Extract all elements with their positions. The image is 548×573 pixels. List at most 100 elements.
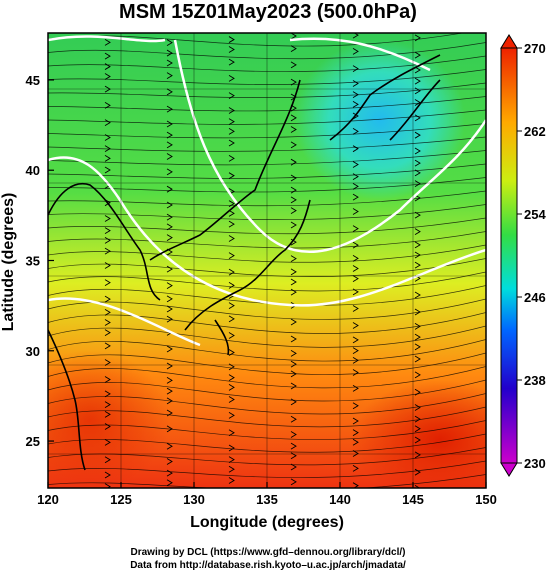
- wind-arrow: [166, 469, 173, 477]
- y-tick-label: 40: [26, 163, 40, 178]
- colorbar-min-arrow: [500, 462, 518, 477]
- wind-arrow: [414, 66, 421, 74]
- wind-arrow: [414, 34, 421, 42]
- wind-arrow: [352, 241, 359, 249]
- wind-arrow: [352, 417, 359, 425]
- wind-arrow: [166, 425, 173, 433]
- streamline: [48, 136, 486, 152]
- streamline: [48, 163, 486, 179]
- wind-arrow: [352, 145, 359, 153]
- wind-arrow: [352, 265, 359, 272]
- wind-arrow: [352, 275, 359, 283]
- wind-arrow: [104, 376, 111, 383]
- wind-arrow: [166, 295, 173, 303]
- wind-arrow: [290, 255, 297, 263]
- wind-arrow: [352, 288, 359, 296]
- wind-arrow: [414, 451, 421, 459]
- wind-arrow: [228, 456, 235, 464]
- wind-arrow: [166, 282, 173, 290]
- wind-arrow: [228, 252, 235, 259]
- wind-arrow: [414, 415, 421, 423]
- y-tick-label: 45: [26, 73, 40, 88]
- wind-arrow: [104, 154, 111, 162]
- wind-arrow: [228, 127, 235, 135]
- wind-arrow: [228, 209, 235, 217]
- warm-region: [350, 380, 486, 488]
- wind-arrow: [228, 92, 235, 100]
- wind-arrow: [104, 359, 111, 366]
- x-tick-label: 125: [110, 492, 132, 507]
- wind-arrow: [290, 114, 297, 122]
- y-tick-label: 25: [26, 434, 40, 449]
- streamline: [48, 55, 486, 72]
- wind-arrow: [290, 335, 297, 343]
- coastlines: [48, 54, 441, 471]
- streamline: [48, 460, 486, 478]
- x-axis-label: Longitude (degrees): [190, 514, 344, 531]
- wind-arrow: [352, 208, 359, 215]
- wind-arrow: [228, 268, 235, 276]
- wind-arrow: [352, 369, 359, 376]
- wind-arrow: [228, 107, 235, 114]
- wind-arrow: [352, 173, 359, 180]
- wind-arrow: [352, 80, 359, 87]
- wind-arrow: [352, 356, 359, 364]
- wind-arrow: [352, 127, 359, 135]
- wind-arrow: [352, 402, 359, 410]
- streamline: [48, 393, 486, 415]
- wind-arrow: [228, 465, 235, 473]
- wind-arrow: [104, 215, 111, 222]
- wind-arrow: [104, 483, 111, 488]
- wind-arrow: [414, 425, 421, 433]
- wind-arrow: [104, 262, 111, 269]
- wind-arrow: [104, 247, 111, 255]
- wind-arrow: [352, 254, 359, 262]
- wind-arrow: [290, 126, 297, 133]
- wind-arrow: [290, 186, 297, 194]
- wind-arrow: [352, 65, 359, 73]
- wind-arrow: [290, 158, 297, 166]
- wind-arrow: [352, 91, 359, 99]
- wind-arrow: [290, 141, 297, 149]
- wind-arrow: [228, 220, 235, 228]
- wind-arrow: [290, 278, 297, 286]
- wind-arrow: [228, 302, 235, 310]
- wind-arrow: [352, 182, 359, 190]
- y-tick-label: 30: [26, 344, 40, 359]
- wind-arrow: [290, 478, 297, 486]
- wind-arrow: [104, 101, 111, 109]
- colorbar-tick-label: 230: [524, 456, 546, 471]
- wind-arrow: [352, 193, 359, 201]
- wind-arrow: [166, 88, 173, 96]
- wind-arrow: [228, 383, 235, 391]
- wind-arrow: [414, 169, 421, 177]
- wind-arrow: [352, 100, 359, 108]
- wind-arrow: [228, 411, 235, 419]
- wind-arrow: [228, 281, 235, 289]
- wind-arrow: [290, 61, 297, 69]
- wind-arrow: [166, 376, 173, 384]
- x-tick-label: 140: [329, 492, 351, 507]
- wind-arrow: [290, 442, 297, 450]
- wind-arrow: [414, 404, 421, 411]
- wind-arrow: [228, 374, 235, 381]
- wind-arrow: [290, 207, 297, 215]
- streamline: [48, 82, 486, 98]
- wind-arrow: [352, 225, 359, 232]
- wind-arrow: [414, 484, 421, 488]
- wind-arrow: [166, 131, 173, 139]
- wind-arrow: [104, 438, 111, 446]
- wind-arrow: [352, 322, 359, 329]
- streamline: [48, 69, 486, 85]
- colorbar-tick-label: 254: [524, 207, 546, 222]
- cold-core: [295, 40, 465, 200]
- wind-arrow: [352, 465, 359, 472]
- colorbar-tick-label: 262: [524, 124, 546, 139]
- wind-arrow: [290, 33, 297, 40]
- colorbar-tick-label: 238: [524, 373, 546, 388]
- wind-arrow: [290, 196, 297, 204]
- wind-arrow: [104, 73, 111, 80]
- streamline: [48, 366, 486, 389]
- wind-arrow: [104, 401, 111, 408]
